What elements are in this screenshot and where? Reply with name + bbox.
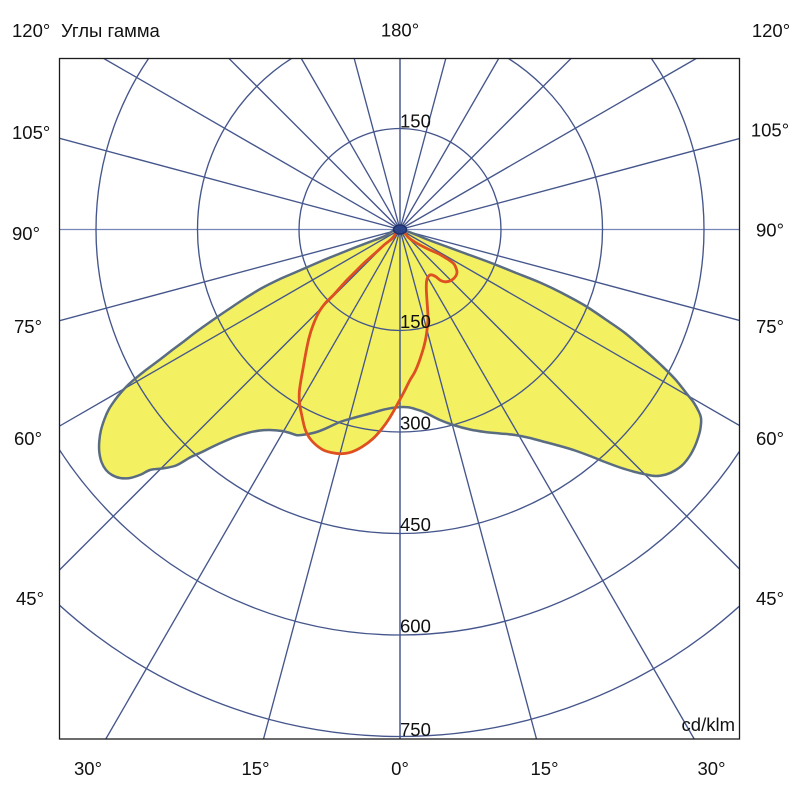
svg-text:30°: 30° bbox=[698, 758, 726, 779]
svg-text:60°: 60° bbox=[756, 428, 784, 449]
svg-text:90°: 90° bbox=[756, 220, 784, 241]
svg-text:105°: 105° bbox=[12, 122, 50, 143]
svg-text:15°: 15° bbox=[242, 758, 270, 779]
svg-text:60°: 60° bbox=[14, 428, 42, 449]
svg-text:105°: 105° bbox=[751, 120, 789, 141]
svg-text:Углы гамма: Углы гамма bbox=[61, 20, 161, 41]
svg-text:150: 150 bbox=[400, 311, 431, 332]
svg-text:120°: 120° bbox=[752, 20, 790, 41]
svg-text:75°: 75° bbox=[756, 316, 784, 337]
svg-text:750: 750 bbox=[400, 719, 431, 740]
svg-text:600: 600 bbox=[400, 616, 431, 637]
svg-text:cd/klm: cd/klm bbox=[682, 714, 735, 735]
svg-text:90°: 90° bbox=[12, 223, 40, 244]
svg-text:150: 150 bbox=[400, 111, 431, 132]
svg-text:120°: 120° bbox=[12, 20, 50, 41]
svg-text:180°: 180° bbox=[381, 20, 419, 41]
svg-text:300: 300 bbox=[400, 413, 431, 434]
svg-text:15°: 15° bbox=[531, 758, 559, 779]
svg-text:0°: 0° bbox=[391, 758, 409, 779]
svg-text:45°: 45° bbox=[16, 588, 44, 609]
svg-text:30°: 30° bbox=[74, 758, 102, 779]
svg-text:45°: 45° bbox=[756, 588, 784, 609]
svg-text:450: 450 bbox=[400, 514, 431, 535]
svg-text:75°: 75° bbox=[14, 316, 42, 337]
